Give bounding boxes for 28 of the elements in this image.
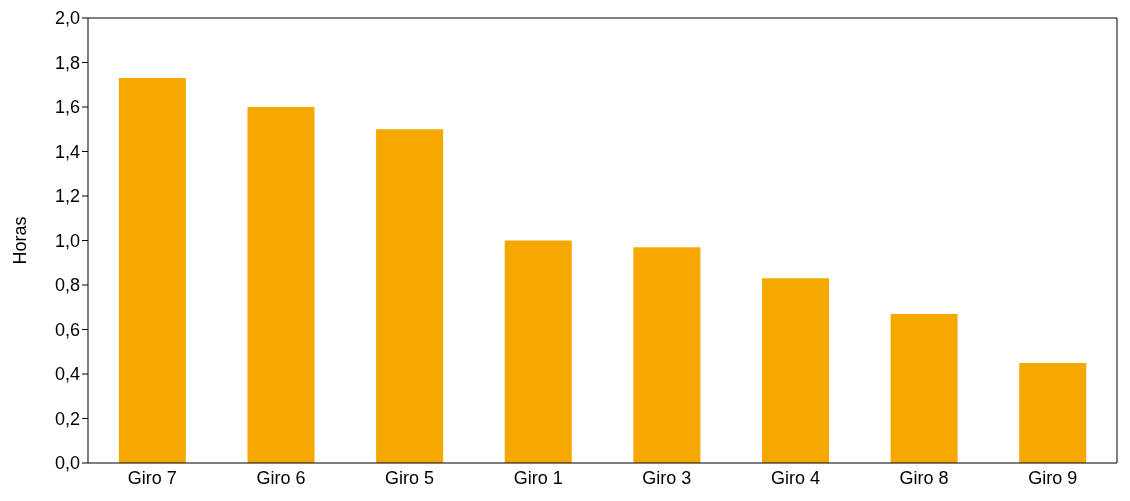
y-tick-label: 0,6: [54, 319, 80, 340]
x-tick-label: Giro 6: [256, 467, 306, 488]
y-tick-label: 1,2: [54, 186, 80, 207]
bar: [247, 107, 315, 463]
x-tick-label: Giro 3: [642, 467, 692, 488]
bar: [890, 313, 958, 463]
y-tick-label: 1,8: [54, 52, 80, 73]
x-tick-label: Giro 7: [127, 467, 177, 488]
x-tick-label: Giro 1: [513, 467, 563, 488]
bar: [633, 247, 701, 463]
y-tick-label: 1,6: [54, 97, 80, 118]
bar: [376, 129, 444, 463]
bar: [1019, 362, 1087, 463]
bar: [504, 240, 572, 463]
bar: [118, 78, 186, 463]
x-tick-label: Giro 4: [770, 467, 820, 488]
y-tick-label: 1,4: [54, 141, 80, 162]
y-tick-label: 0,0: [54, 453, 80, 474]
x-tick-label: Giro 5: [385, 467, 435, 488]
y-axis-title: Horas: [10, 216, 31, 265]
bar: [762, 278, 829, 463]
y-tick-label: 1,0: [54, 230, 80, 251]
x-tick-label: Giro 8: [899, 467, 949, 488]
y-tick-label: 0,8: [54, 275, 80, 296]
x-tick-label: Giro 9: [1028, 467, 1078, 488]
y-tick-label: 2,0: [54, 8, 80, 29]
y-tick-label: 0,2: [54, 408, 80, 429]
y-tick-label: 0,4: [54, 364, 80, 385]
